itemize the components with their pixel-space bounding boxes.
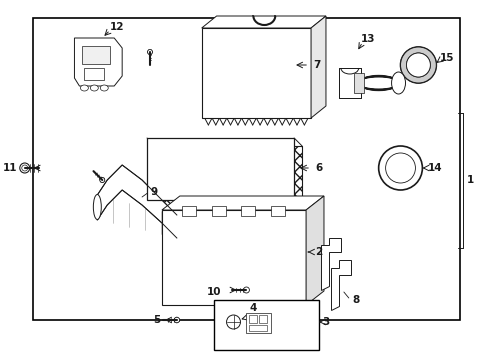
Ellipse shape (80, 85, 88, 91)
Circle shape (378, 146, 422, 190)
Polygon shape (310, 16, 325, 118)
Text: 7: 7 (313, 60, 320, 70)
Ellipse shape (100, 85, 108, 91)
Text: 14: 14 (427, 163, 442, 173)
Circle shape (174, 317, 179, 323)
Circle shape (385, 153, 415, 183)
Polygon shape (162, 196, 324, 210)
Text: 4: 4 (249, 303, 257, 313)
Text: 5: 5 (152, 315, 160, 325)
Bar (201, 28, 310, 118)
Bar (249, 325, 267, 331)
Bar (353, 73, 363, 93)
Text: 13: 13 (360, 34, 374, 44)
Bar (155, 146, 302, 208)
Ellipse shape (93, 194, 101, 220)
Polygon shape (305, 196, 324, 305)
Circle shape (20, 163, 30, 173)
Polygon shape (201, 16, 325, 28)
Bar (162, 210, 305, 305)
Text: 3: 3 (322, 317, 329, 327)
Circle shape (406, 53, 429, 77)
Bar (182, 206, 195, 216)
Circle shape (400, 47, 435, 83)
Bar (249, 315, 257, 323)
Text: 11: 11 (3, 163, 18, 173)
Bar (338, 68, 360, 98)
Circle shape (100, 177, 104, 183)
Polygon shape (74, 38, 122, 86)
Text: 9: 9 (150, 187, 157, 197)
Bar (147, 138, 294, 200)
Circle shape (243, 287, 249, 293)
Circle shape (147, 50, 152, 54)
Ellipse shape (391, 72, 405, 94)
Text: 6: 6 (315, 163, 322, 173)
Bar (82, 46, 110, 64)
Text: 2: 2 (315, 247, 322, 257)
Bar (241, 206, 255, 216)
Text: 8: 8 (351, 295, 359, 305)
Ellipse shape (90, 85, 98, 91)
Text: 12: 12 (110, 22, 124, 32)
Bar (338, 68, 360, 98)
Circle shape (226, 315, 240, 329)
Polygon shape (320, 238, 340, 290)
Text: 1: 1 (466, 175, 473, 185)
Bar (84, 68, 104, 80)
Polygon shape (97, 165, 177, 238)
Bar (246, 313, 271, 333)
Polygon shape (330, 260, 350, 310)
Bar (33, 18, 459, 320)
Bar (211, 206, 225, 216)
Bar (213, 300, 318, 350)
Bar (259, 315, 267, 323)
Circle shape (22, 165, 28, 171)
Text: 15: 15 (439, 53, 453, 63)
Bar (271, 206, 285, 216)
Text: 10: 10 (206, 287, 221, 297)
